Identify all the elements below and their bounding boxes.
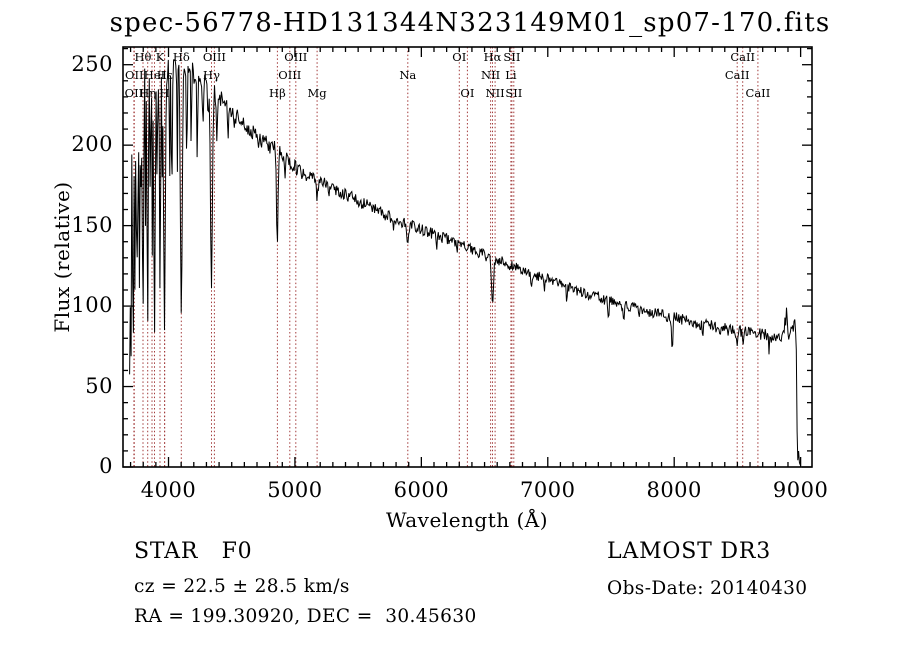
spectral-line-label: Hθ [135,50,152,64]
spectral-line-label: Hγ [203,68,220,82]
spectral-line-label: NII [481,68,500,82]
spectrum-path [129,59,801,465]
y-tick-label: 50 [85,373,113,398]
object-class-label: STAR F0 [134,539,253,564]
x-tick-label: 9000 [772,478,829,502]
spectral-line-label: K [156,50,165,64]
x-tick-label: 8000 [646,478,702,502]
y-tick-label: 0 [99,454,113,478]
y-axis-title: Flux (relative) [50,181,74,333]
spectral-line-label: SII [505,86,522,100]
spectral-line-label: OIII [278,68,301,82]
y-tick-label: 100 [71,293,113,318]
spectral-line-label: OII [125,68,144,82]
survey-label: LAMOST DR3 [607,539,771,564]
spectral-line-label: OI [460,86,474,100]
x-tick-label: 5000 [267,478,323,502]
page-title: spec-56778-HD131344N323149M01_sp07-170.f… [109,8,831,38]
x-tick-label: 4000 [140,478,197,502]
x-axis-title: Wavelength (Å) [385,508,549,532]
spectral-line-label: CaII [746,86,771,100]
spectral-line-label: Na [399,68,416,82]
spectral-line-label: CaII [730,50,755,64]
spectral-line-label: Hβ [269,86,286,100]
spectral-line-label: OI [452,50,466,64]
spectral-line-label: OIII [284,50,307,64]
plot-border [122,46,813,468]
y-tick-label: 250 [71,51,113,76]
spectral-line-label: Mg [308,86,328,100]
spectral-line-label: NII [486,86,505,100]
ra-dec-value: RA = 199.30920, DEC = 30.45630 [134,606,477,627]
cz-value: cz = 22.5 ± 28.5 km/s [134,576,350,597]
spectral-line-label: Li [505,68,517,82]
y-tick-label: 150 [71,212,113,237]
spectral-line-label: H [159,86,169,100]
x-tick-label: 7000 [520,478,576,502]
obs-date-value: Obs-Date: 20140430 [607,578,808,599]
spectral-line-label: Hη [139,86,156,100]
spectral-line-label: OII [125,86,144,100]
spectral-line-label: Hδ [173,50,190,64]
x-tick-label: 6000 [393,478,450,502]
spectral-line-label: Hα [484,50,502,64]
spectral-line-label: OIII [203,50,226,64]
y-tick-label: 200 [71,132,113,157]
spectral-line-label: SII [503,50,520,64]
spectral-line-label: CaII [725,68,750,82]
